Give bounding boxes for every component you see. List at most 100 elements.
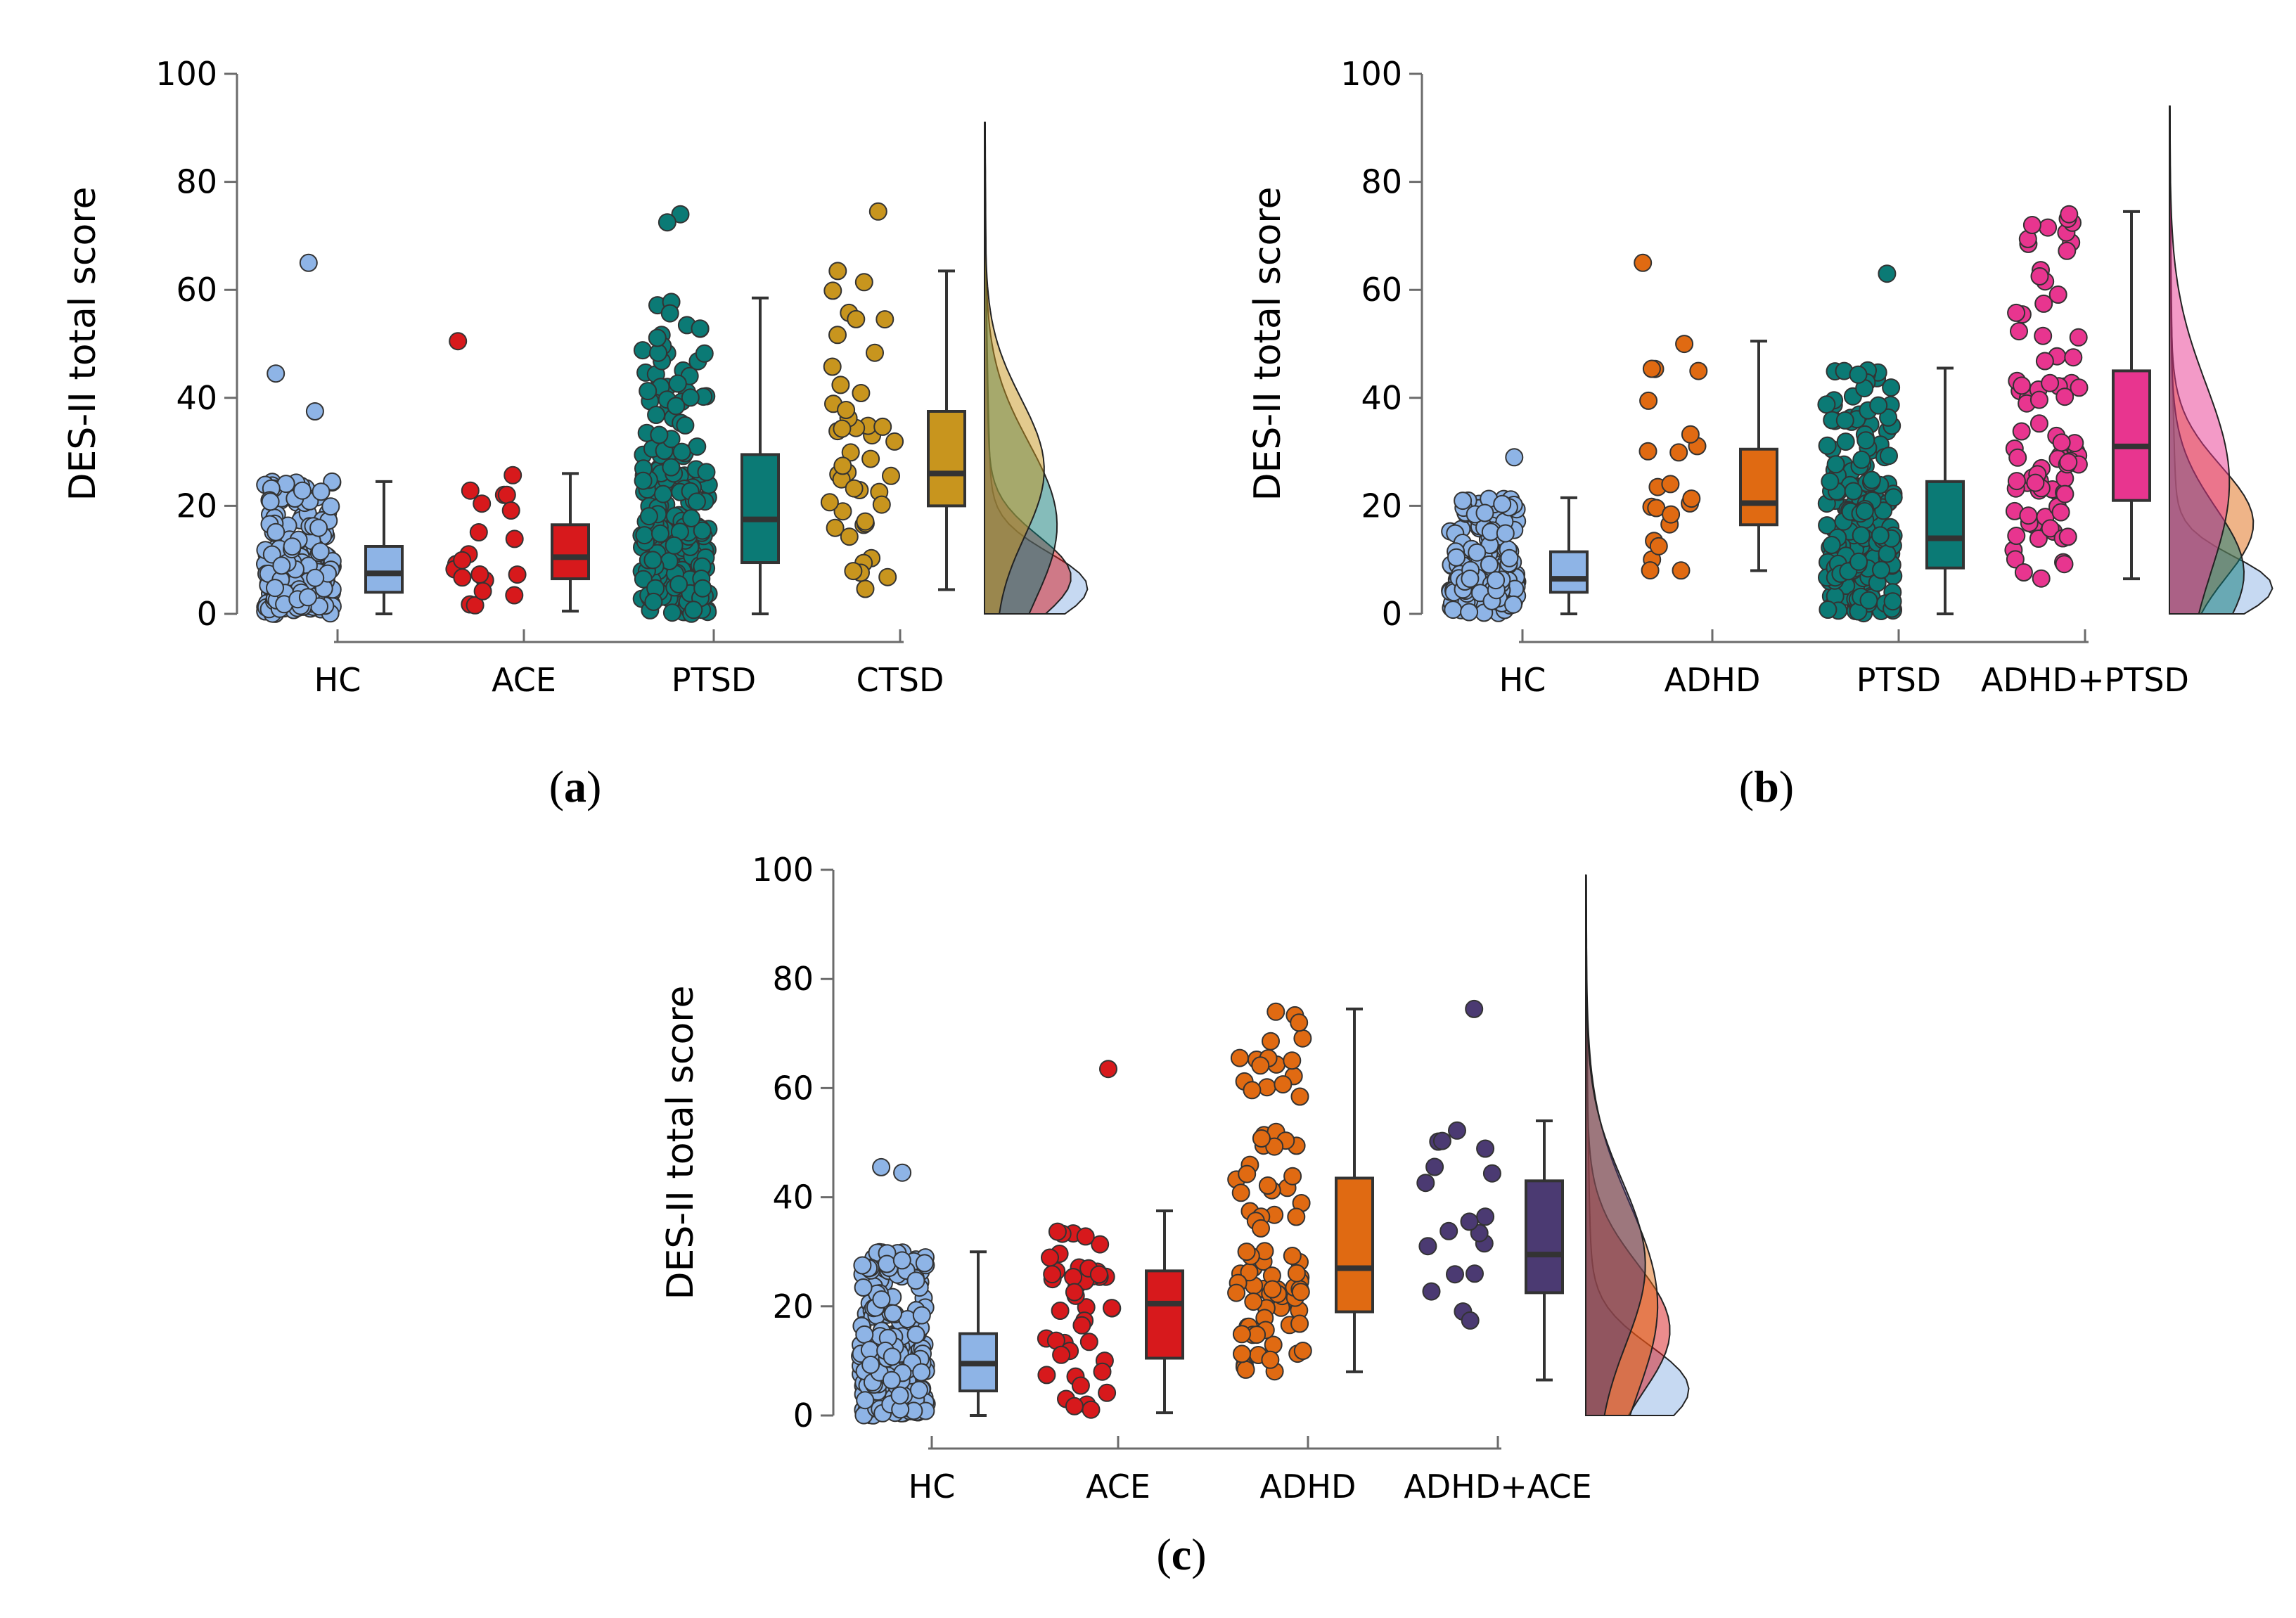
data-point — [1048, 1222, 1067, 1241]
data-point — [1852, 450, 1871, 469]
y-axis-title: DES-II total score — [62, 186, 104, 501]
data-point — [1454, 492, 1473, 511]
data-point — [1091, 1235, 1110, 1254]
group-ptsd — [632, 205, 780, 623]
data-point — [2041, 519, 2060, 538]
data-point — [2055, 555, 2074, 574]
data-point — [826, 518, 845, 537]
data-point — [1052, 1345, 1071, 1364]
data-point — [1287, 1264, 1306, 1283]
data-point — [1283, 1051, 1302, 1070]
data-point — [2030, 267, 2049, 285]
data-point — [906, 1325, 925, 1344]
box-iqr — [1335, 1176, 1374, 1314]
data-point — [647, 406, 666, 424]
data-point — [1051, 1302, 1070, 1320]
data-point — [872, 495, 891, 514]
data-point — [1093, 1362, 1112, 1381]
data-point — [1878, 264, 1897, 283]
data-point — [466, 596, 485, 615]
panel-a: 0 20 40 60 80 100 DES-II total score HC ACE PTSD C… — [62, 55, 1089, 811]
data-point — [1244, 1292, 1263, 1311]
data-point — [299, 253, 318, 272]
data-point — [1465, 999, 1484, 1018]
data-point — [1849, 365, 1868, 384]
data-point — [1672, 561, 1691, 580]
data-point — [1290, 1314, 1309, 1333]
data-point — [1257, 1078, 1276, 1097]
density-cloud — [1585, 874, 1646, 1416]
y-tick-label: 60 — [1361, 271, 1402, 309]
data-point — [505, 529, 524, 548]
data-point — [1232, 1325, 1251, 1344]
data-point — [1065, 1283, 1084, 1302]
data-point — [693, 521, 712, 540]
data-point — [912, 1363, 931, 1382]
data-point — [672, 442, 691, 461]
box-iqr — [740, 453, 780, 565]
data-point — [1689, 361, 1708, 380]
data-point — [1642, 359, 1661, 378]
x-tick-label: ACE — [492, 661, 556, 699]
data-point — [845, 479, 864, 498]
data-point — [1041, 1248, 1059, 1267]
data-point — [654, 484, 672, 503]
data-point — [847, 309, 866, 328]
data-point — [861, 449, 880, 468]
data-point — [1880, 447, 1898, 466]
density-clouds — [984, 122, 1089, 615]
data-point — [2059, 453, 2078, 472]
data-point — [833, 456, 852, 475]
data-point — [1460, 603, 1479, 622]
data-point — [890, 1386, 909, 1405]
data-point — [876, 310, 894, 329]
group-ptsd — [1817, 264, 1965, 623]
y-axis: 0 20 40 60 80 100 DES-II total score — [1247, 55, 1423, 633]
data-point — [893, 1163, 912, 1182]
data-point — [2013, 376, 2031, 395]
x-tick-label: PTSD — [1856, 661, 1941, 699]
data-point — [2035, 352, 2054, 371]
group-adhd — [1227, 1002, 1374, 1381]
data-point — [1076, 1227, 1095, 1246]
data-point — [651, 524, 669, 543]
density-clouds — [2169, 105, 2273, 615]
data-point — [312, 482, 331, 501]
group-hc — [256, 253, 404, 623]
data-point — [2010, 322, 2028, 341]
data-point — [1447, 548, 1466, 567]
data-point — [840, 527, 859, 546]
data-point — [1475, 503, 1494, 522]
data-point — [1237, 1243, 1256, 1261]
data-point — [470, 565, 489, 584]
data-point — [866, 343, 884, 362]
data-point — [1263, 1280, 1282, 1299]
data-point — [906, 1271, 925, 1290]
data-point — [453, 568, 472, 587]
y-tick-label: 100 — [155, 55, 217, 93]
data-point — [1287, 1207, 1306, 1226]
group-adhd-plus-ptsd — [2004, 205, 2151, 588]
y-tick-label: 80 — [772, 960, 814, 998]
data-point — [449, 332, 468, 351]
data-point — [697, 463, 716, 482]
data-point — [684, 601, 703, 619]
panel-label: (c) — [1156, 1529, 1206, 1579]
data-point — [2029, 414, 2048, 433]
data-point — [854, 273, 873, 292]
data-point — [311, 542, 330, 561]
data-point — [2007, 472, 2026, 491]
data-point — [2012, 422, 2031, 441]
panel-label-letter: b — [1754, 762, 1779, 811]
data-point — [693, 579, 712, 598]
y-tick-label: 80 — [176, 163, 217, 201]
y-tick-label: 0 — [1382, 595, 1402, 633]
data-point — [1290, 1087, 1309, 1106]
data-point — [1504, 595, 1522, 614]
data-point — [671, 205, 690, 224]
box-iqr — [1925, 480, 1965, 570]
data-point — [853, 1256, 872, 1275]
box-iqr — [364, 545, 404, 594]
